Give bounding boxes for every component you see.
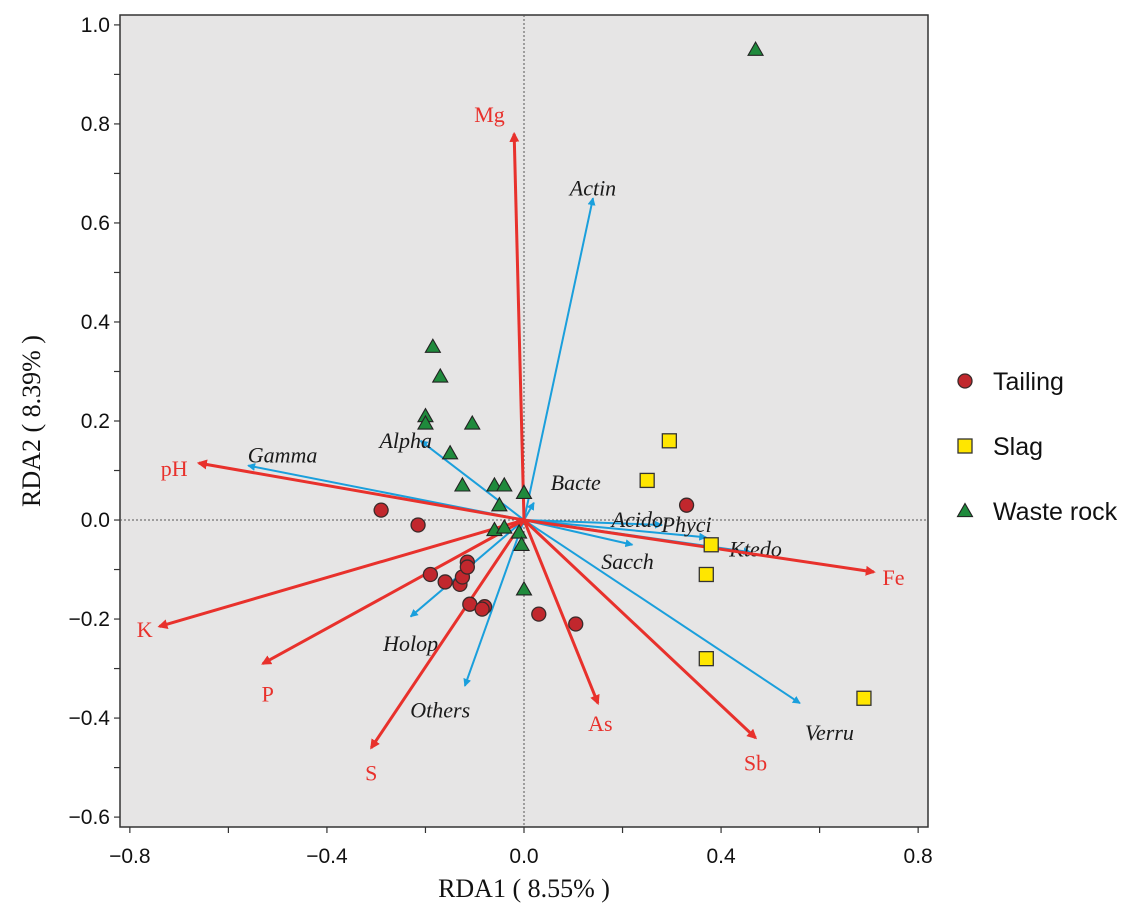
species-arrow-alpha	[419, 440, 525, 521]
x-axis-title: RDA1 ( 8.55% )	[438, 874, 610, 903]
slag-point	[703, 537, 719, 553]
env-label-as: As	[588, 711, 612, 736]
waste-rock-point	[441, 444, 459, 460]
waste-rock-point	[747, 41, 765, 56]
tailing-point	[410, 517, 426, 533]
species-label-phyci: Phyci	[661, 512, 712, 537]
waste-rock-point	[515, 484, 533, 499]
waste-rock-point	[424, 338, 442, 353]
species-arrow-verru	[523, 519, 801, 705]
env-arrow-as	[522, 519, 600, 706]
legend-waste-rock-marker	[956, 502, 974, 518]
slag-point	[698, 651, 714, 667]
slag-point	[856, 690, 872, 706]
tailing-point	[373, 502, 389, 518]
waste-rock-point	[490, 496, 508, 512]
x-tick-label: 0.0	[509, 845, 538, 868]
waste-rock-point	[495, 518, 513, 534]
x-tick-label: −0.4	[306, 845, 348, 868]
y-tick-label: −0.4	[69, 707, 111, 730]
species-arrow-actin	[523, 197, 596, 521]
legend: Tailing Slag Waste rock	[956, 368, 1118, 526]
waste-rock-point	[495, 476, 513, 492]
species-arrow-phyci	[523, 519, 708, 541]
species-label-alpha: Alpha	[377, 428, 432, 453]
waste-rock-point	[431, 367, 449, 383]
species-label-others: Others	[410, 698, 470, 723]
legend-slag-label: Slag	[993, 433, 1043, 461]
species-label-verru: Verru	[805, 720, 854, 745]
species-label-acido: Acido	[610, 507, 663, 532]
env-label-k: K	[137, 617, 153, 642]
species-label-bacte: Bacte	[551, 470, 601, 495]
env-arrow-fe	[523, 518, 876, 576]
species-label-sacch: Sacch	[601, 549, 654, 574]
slag-point	[698, 566, 714, 583]
legend-waste-rock-label: Waste rock	[993, 498, 1118, 526]
x-tick-label: −0.8	[109, 845, 150, 868]
species-arrow-acido	[523, 519, 663, 529]
waste-rock-point	[513, 536, 530, 551]
env-label-mg: Mg	[474, 102, 505, 127]
legend-tailing-label: Tailing	[993, 368, 1064, 396]
tailing-point	[474, 601, 490, 617]
tailing-point	[459, 559, 475, 575]
y-tick-label: 0.8	[81, 113, 110, 136]
waste-rock-point	[515, 580, 533, 596]
waste-rock-point	[510, 523, 528, 539]
tailing-point	[531, 606, 547, 622]
env-arrow-k	[157, 518, 525, 630]
tailing-point	[437, 574, 453, 590]
species-label-gamma: Gamma	[248, 443, 318, 468]
y-tick-label: −0.2	[69, 608, 110, 631]
environment-vectors: Mg pH K P S As Sb Fe	[137, 102, 905, 786]
legend-slag-marker	[957, 438, 973, 454]
x-axis: −0.8 −0.4 0.0 0.4 0.8	[109, 827, 933, 868]
species-arrow-others	[463, 519, 525, 687]
waste-rock-point	[453, 476, 471, 492]
env-arrow-ph	[196, 459, 525, 522]
y-tick-label: 0.6	[81, 212, 110, 235]
slag-point	[661, 433, 677, 449]
env-arrow-s	[370, 519, 526, 750]
env-label-ph: pH	[161, 456, 188, 481]
y-tick-label: −0.6	[69, 806, 110, 829]
env-label-p: P	[262, 681, 274, 706]
sample-points	[373, 41, 872, 706]
env-arrow-p	[261, 518, 525, 665]
env-arrow-sb	[522, 518, 758, 740]
y-tick-label: 0.4	[81, 311, 111, 334]
env-label-sb: Sb	[744, 751, 767, 776]
slag-point	[639, 472, 655, 489]
y-tick-label: 1.0	[81, 14, 110, 37]
env-label-fe: Fe	[883, 565, 905, 590]
y-tick-label: 0.0	[81, 509, 110, 532]
species-label-holop: Holop	[382, 631, 438, 656]
x-tick-label: 0.4	[706, 845, 736, 868]
tailing-point	[678, 497, 695, 513]
env-arrow-mg	[509, 131, 526, 521]
y-axis: −0.6 −0.4 −0.2 0.0 0.2 0.4 0.6 0.8 1.0	[69, 14, 120, 829]
species-label-actin: Actin	[568, 175, 616, 200]
legend-tailing-marker	[957, 373, 973, 389]
species-vectors: ActinGammaAlphaBacteAcidoPhyciKtedoSacch…	[247, 175, 854, 745]
env-label-s: S	[365, 761, 377, 786]
x-tick-label: 0.8	[904, 845, 933, 868]
tailing-point	[568, 616, 584, 632]
y-axis-title: RDA2 ( 8.39% )	[17, 335, 46, 507]
tailing-point	[422, 566, 439, 583]
waste-rock-point	[463, 414, 481, 430]
y-tick-label: 0.2	[81, 410, 110, 433]
waste-rock-point	[417, 414, 434, 430]
species-arrow-bacte	[523, 501, 535, 521]
